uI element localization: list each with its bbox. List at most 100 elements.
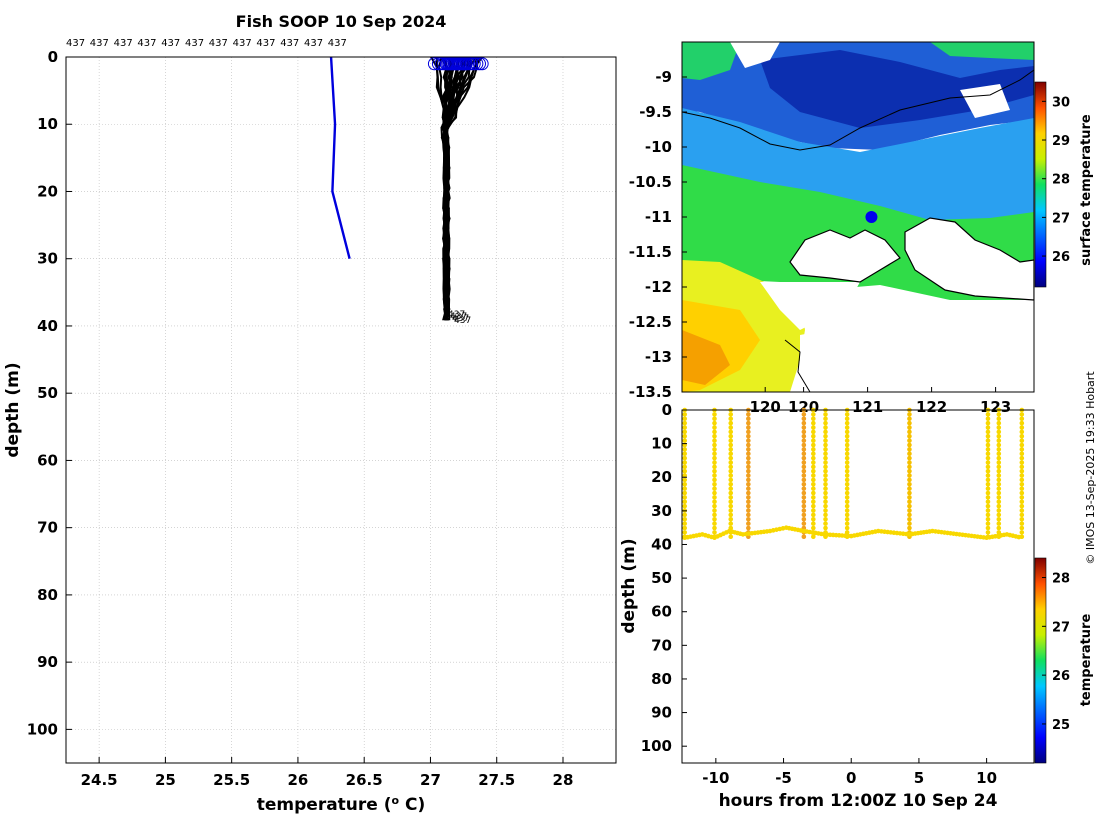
section-cast-point <box>985 477 991 483</box>
section-cast-point <box>907 508 912 513</box>
section-panel: 0 10 20 30 40 50 60 70 80 90 100 -10 -5 0 5 10 hours f… <box>619 401 1094 811</box>
section-cast-point <box>985 486 991 491</box>
profile-y-tick-label: 20 <box>37 182 58 200</box>
section-cast-point <box>682 464 688 470</box>
section-cast-point <box>746 433 751 439</box>
map-y-tick-label: -12.5 <box>629 313 672 331</box>
colorbar-tick-label: 28 <box>1052 572 1070 587</box>
section-cast-point <box>996 486 1002 491</box>
section-y-tick-label: 0 <box>662 401 672 419</box>
profile-id-label: 437 <box>304 38 323 49</box>
section-cast-point <box>823 486 828 491</box>
section-cast-point <box>907 503 912 509</box>
sst-heatmap <box>682 42 1034 392</box>
section-x-tick-label: 0 <box>846 769 856 787</box>
section-cast-point <box>985 495 991 500</box>
section-cast-point <box>823 451 828 457</box>
section-cast-point <box>801 433 807 439</box>
section-cast-point <box>1019 486 1025 491</box>
section-cast-point <box>801 473 807 478</box>
section-cast-point <box>712 499 717 505</box>
map-y-tick-label: -10 <box>645 138 672 156</box>
section-cast-point <box>985 508 991 513</box>
section-cast-point <box>746 499 751 505</box>
profile-y-tick-label: 0 <box>48 48 58 66</box>
section-cast-point <box>907 464 912 470</box>
section-cast-point <box>823 477 828 483</box>
section-cast-point <box>728 508 734 513</box>
section-cast-point <box>844 438 850 443</box>
section-cast-point <box>844 473 850 478</box>
section-cast-point <box>996 442 1002 448</box>
section-cast-point <box>728 495 734 500</box>
section-cast-point <box>811 525 816 531</box>
section-cast-point <box>728 425 734 430</box>
section-cast-point <box>996 499 1002 505</box>
section-cast-point <box>996 468 1002 474</box>
section-cast-point <box>1019 503 1025 509</box>
section-cast-point <box>712 455 717 461</box>
section-y-tick-label: 100 <box>641 737 672 755</box>
section-cast-point <box>712 481 717 487</box>
section-cast-point <box>1019 490 1025 496</box>
section-cast-point <box>1019 451 1025 457</box>
section-cast-point <box>811 429 816 435</box>
profile-id-labels: 437 437 437 437 437 437 437 437 437 437 437 437 <box>66 38 347 49</box>
section-cast-point <box>682 468 688 474</box>
section-cast-point <box>682 447 688 452</box>
section-cast-point <box>907 438 912 443</box>
section-cast-point <box>682 516 688 522</box>
section-cast-point <box>811 508 816 513</box>
profile-x-tick-label: 24.5 <box>81 771 118 789</box>
section-cast-point <box>907 525 912 531</box>
section-cast-point <box>844 464 850 470</box>
section-cast-point <box>1019 477 1025 483</box>
section-cast-point <box>823 433 828 439</box>
section-cast-point <box>844 530 850 535</box>
section-cast-point <box>712 503 717 509</box>
section-cast-point <box>844 420 850 426</box>
section-cast-point <box>1019 521 1025 526</box>
map-x-tick-label: 120 <box>750 398 781 416</box>
section-cast-point <box>985 481 991 487</box>
section-cast-point <box>985 490 991 496</box>
section-cast-point <box>844 468 850 474</box>
section-cast-point <box>996 438 1002 443</box>
section-cast-point <box>996 433 1002 439</box>
section-cast-point <box>801 447 807 452</box>
section-cast-point <box>985 512 991 518</box>
colorbar-tick-label: 27 <box>1052 211 1070 226</box>
section-cast-point <box>801 486 807 491</box>
section-cast-point <box>811 516 816 522</box>
section-cast-point <box>728 473 734 478</box>
section-casts <box>682 407 1025 540</box>
credit-text: © IMOS 13-Sep-2025 19:33 Hobart <box>1084 371 1097 565</box>
fish-profile-line <box>441 56 484 315</box>
section-cast-point <box>712 447 717 452</box>
section-cast-point <box>844 412 850 417</box>
section-cast-point <box>907 516 912 522</box>
section-cast-point <box>746 416 751 422</box>
sst-nodata-4 <box>800 300 1034 392</box>
section-cast-point <box>712 416 717 422</box>
section-cast-point <box>844 425 850 430</box>
section-y-label: depth (m) <box>619 538 639 633</box>
sst-green-ne <box>930 42 1034 60</box>
profile-id-label: 437 <box>114 38 133 49</box>
section-cast-point <box>746 490 751 496</box>
section-cast-point <box>682 473 688 478</box>
section-cast-point <box>712 464 717 470</box>
section-y-tick-label: 20 <box>651 468 672 486</box>
section-cast-point <box>985 460 991 465</box>
section-cast-point <box>801 512 807 518</box>
section-cast-point <box>844 455 850 461</box>
section-cast-point <box>682 420 688 426</box>
section-bottom-trace <box>682 525 1022 541</box>
section-cast-point <box>811 460 816 465</box>
section-cast-point <box>996 521 1002 526</box>
section-x-ticks: -10 -5 0 5 10 <box>702 758 997 787</box>
profile-id-label: 437 <box>66 38 85 49</box>
section-cast-point <box>801 516 807 522</box>
section-cast-point <box>907 495 912 500</box>
